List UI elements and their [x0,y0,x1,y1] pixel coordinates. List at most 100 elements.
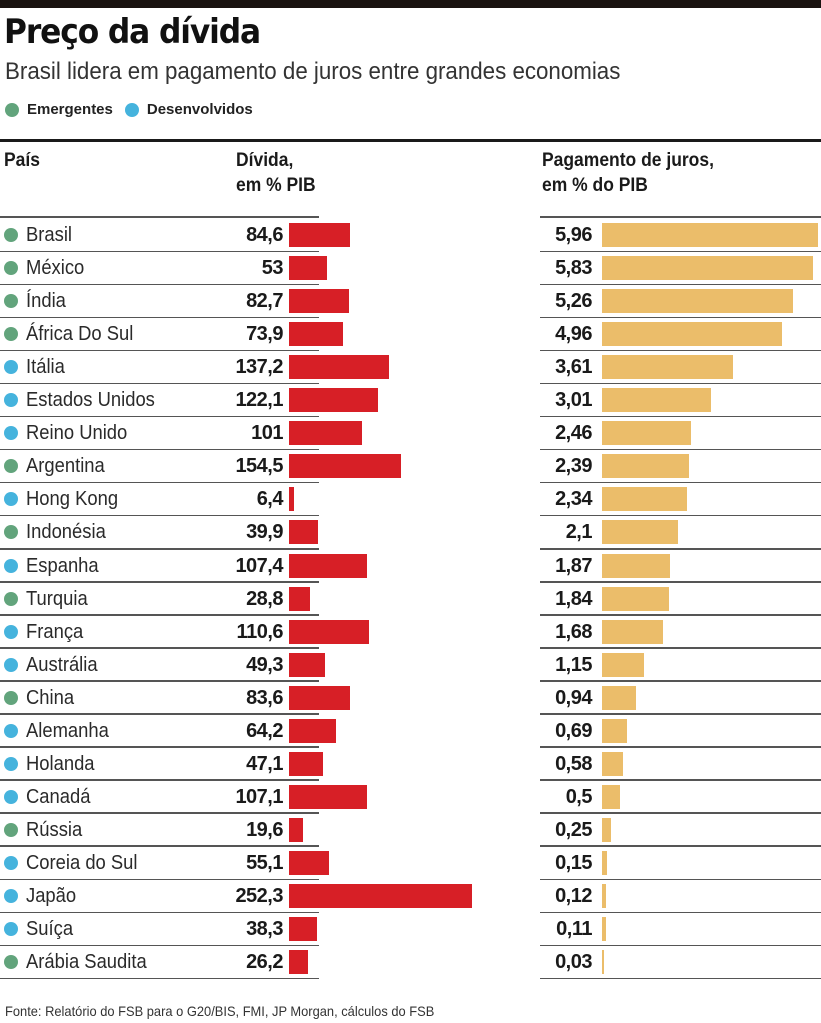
debt-bar [289,223,351,247]
interest-bar [602,652,644,677]
interest-value-label: 4,96 [555,323,592,346]
debt-value-label: 53 [261,257,284,280]
interest-value-label: 1,15 [555,653,592,676]
country-name: Espanha [26,554,99,577]
interest-bar [602,454,689,479]
interest-bar [602,917,606,942]
debt-value-label: 82,7 [246,290,283,313]
interest-bar [602,751,624,776]
header-divider [0,139,821,142]
country-name: África Do Sul [26,323,134,346]
interest-value-label: 5,83 [555,257,592,280]
debt-value-label: 110,6 [236,620,284,643]
row-divider [0,514,319,517]
country-name: Reino Unido [26,422,128,445]
row-divider [0,448,319,451]
row-divider [0,878,319,880]
country-name: Holanda [26,752,95,775]
debt-bar [289,322,343,347]
country-name: Turquia [26,587,88,610]
group-dot-emergentes [4,327,18,342]
interest-bar [602,884,607,908]
debt-bar [289,652,325,677]
group-dot-emergentes [4,228,18,242]
interest-bar [602,784,621,809]
row-divider [540,647,821,649]
country-name: Itália [26,356,65,379]
row-divider [0,415,319,418]
debt-value-label: 38,3 [246,918,283,941]
debt-value-label: 6,4 [256,488,284,511]
row-divider [540,316,821,319]
row-divider [540,779,821,781]
country-name: Indonésia [26,521,106,544]
row-divider [0,647,319,649]
debt-value-label: 19,6 [246,818,283,841]
interest-value-label: 0,69 [555,719,592,742]
debt-value-label: 107,4 [235,554,283,577]
group-dot-emergentes [4,591,18,606]
debt-bar [289,520,318,545]
row-divider [540,977,821,980]
interest-value-label: 0,03 [555,951,592,974]
row-divider [0,382,319,385]
interest-value-label: 0,11 [556,918,592,941]
country-name: Hong Kong [26,488,119,511]
debt-value-label: 84,6 [246,224,283,246]
debt-bar [289,817,304,842]
debt-bar [289,685,350,710]
debt-bar [289,850,329,875]
group-dot-emergentes [4,955,18,970]
row-divider [0,581,319,583]
country-name: Alemanha [26,719,109,742]
group-dot-emergentes [4,294,18,309]
group-dot-desenvolvidos [4,360,18,375]
debt-value-label: 55,1 [246,851,283,874]
interest-bar [602,487,687,512]
interest-bar [602,586,669,611]
debt-bar [289,950,308,975]
interest-value-label: 0,12 [555,885,592,907]
group-dot-desenvolvidos [4,426,18,441]
group-dot-desenvolvidos [4,922,18,937]
row-divider [540,481,821,484]
row-divider [0,349,319,352]
interest-bar [602,685,637,710]
debt-bar [289,619,370,644]
legend-label-desenvolvidos: Desenvolvidos [146,101,253,118]
interest-value-label: 3,01 [555,389,592,412]
row-divider [0,911,319,914]
group-dot-desenvolvidos [4,855,18,870]
group-dot-desenvolvidos [4,889,18,903]
legend-dot-desenvolvidos [124,102,139,117]
interest-value-label: 2,46 [555,422,592,445]
row-divider [540,283,821,286]
debt-value-label: 252,3 [235,885,283,907]
interest-bar [602,355,733,380]
country-name: Suíça [26,918,74,941]
row-divider [540,349,821,352]
row-divider [0,548,319,550]
debt-bar [289,751,324,776]
interest-bar [602,619,663,644]
column-header-debt-line2: em % PIB [236,175,316,196]
row-divider [0,614,319,616]
legend-item-emergentes: Emergentes [5,101,113,118]
debt-bar [289,388,378,413]
group-dot-desenvolvidos [4,756,18,771]
interest-value-label: 0,25 [555,818,592,841]
country-name: Canadá [26,785,91,808]
debt-bar [289,917,317,942]
debt-bar [289,256,328,281]
group-dot-emergentes [4,525,18,540]
debt-bar [289,884,472,908]
row-divider [0,746,319,748]
interest-value-label: 0,94 [555,686,592,709]
row-divider [540,548,821,550]
interest-bar [602,223,818,247]
interest-value-label: 3,61 [555,356,592,379]
legend-item-desenvolvidos: Desenvolvidos [124,101,253,118]
column-header-country: País [4,150,40,171]
row-divider [540,415,821,418]
group-dot-desenvolvidos [4,624,18,639]
